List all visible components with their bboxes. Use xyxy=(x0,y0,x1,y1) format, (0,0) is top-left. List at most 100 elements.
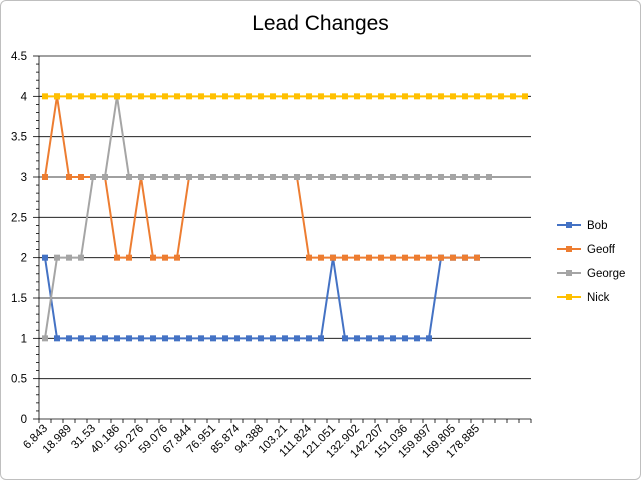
data-point-george xyxy=(354,174,360,180)
legend-item-bob: Bob xyxy=(557,220,607,232)
data-point-nick xyxy=(270,93,276,100)
data-point-nick xyxy=(246,93,252,100)
data-point-nick xyxy=(498,93,504,100)
data-point-bob xyxy=(126,335,132,342)
data-point-george xyxy=(222,174,228,180)
data-point-nick xyxy=(486,93,492,100)
data-point-nick xyxy=(378,93,384,100)
legend-swatch-marker xyxy=(566,246,572,252)
data-point-bob xyxy=(138,335,144,342)
data-point-bob xyxy=(186,335,192,342)
data-point-geoff xyxy=(438,254,444,261)
data-point-nick xyxy=(330,93,336,100)
y-tick-label: 1.5 xyxy=(11,293,27,305)
data-point-george xyxy=(126,174,132,180)
data-point-nick xyxy=(90,93,96,100)
data-point-george xyxy=(150,174,156,180)
data-point-bob xyxy=(318,335,324,342)
y-tick-label: 1 xyxy=(21,333,27,345)
data-point-nick xyxy=(342,93,348,100)
data-point-nick xyxy=(294,93,300,100)
data-point-geoff xyxy=(162,254,168,261)
data-point-geoff xyxy=(378,254,384,261)
data-point-george xyxy=(78,254,84,261)
data-point-nick xyxy=(438,93,444,100)
data-point-nick xyxy=(282,93,288,100)
data-point-george xyxy=(426,174,432,180)
data-point-bob xyxy=(174,335,180,342)
y-tick-label: 4.5 xyxy=(11,51,27,63)
data-point-bob xyxy=(246,335,252,342)
data-point-nick xyxy=(174,93,180,100)
data-point-nick xyxy=(234,93,240,100)
data-point-nick xyxy=(522,93,528,100)
data-point-nick xyxy=(210,93,216,100)
data-point-bob xyxy=(402,335,408,342)
data-point-geoff xyxy=(450,254,456,261)
data-point-nick xyxy=(138,93,144,100)
data-point-geoff xyxy=(174,254,180,261)
data-point-bob xyxy=(66,335,72,342)
data-point-george xyxy=(438,174,444,180)
data-point-geoff xyxy=(330,254,336,261)
y-tick-label: 2 xyxy=(21,253,27,265)
data-point-george xyxy=(486,174,492,180)
legend: Bob Geoff George Nick xyxy=(557,220,625,304)
y-tick-label: 2.5 xyxy=(11,212,27,224)
data-point-george xyxy=(294,174,300,180)
data-point-nick xyxy=(150,93,156,100)
data-point-bob xyxy=(198,335,204,342)
data-point-nick xyxy=(114,93,120,100)
data-point-george xyxy=(318,174,324,180)
data-point-geoff xyxy=(114,254,120,261)
data-point-george xyxy=(270,174,276,180)
data-point-george xyxy=(306,174,312,180)
data-point-nick xyxy=(354,93,360,100)
data-point-bob xyxy=(42,254,48,261)
x-axis-ticks: 6.84318.98931.5340.18650.27659.07667.844… xyxy=(21,422,482,460)
data-point-bob xyxy=(222,335,228,342)
data-point-bob xyxy=(366,335,372,342)
data-point-nick xyxy=(126,93,132,100)
data-point-geoff xyxy=(462,254,468,261)
data-point-bob xyxy=(210,335,216,342)
data-point-george xyxy=(90,174,96,180)
data-point-bob xyxy=(54,335,60,342)
data-point-geoff xyxy=(366,254,372,261)
data-point-geoff xyxy=(306,254,312,261)
data-point-nick xyxy=(78,93,84,100)
data-point-geoff xyxy=(126,254,132,261)
legend-swatch-marker xyxy=(566,270,572,276)
data-point-bob xyxy=(294,335,300,342)
data-point-bob xyxy=(282,335,288,342)
data-point-bob xyxy=(162,335,168,342)
data-point-nick xyxy=(510,93,516,100)
data-point-nick xyxy=(474,93,480,100)
data-point-bob xyxy=(270,335,276,342)
data-point-bob xyxy=(306,335,312,342)
y-tick-label: 3.5 xyxy=(11,132,27,144)
data-point-george xyxy=(234,174,240,180)
data-point-geoff xyxy=(150,254,156,261)
data-point-nick xyxy=(402,93,408,100)
data-point-bob xyxy=(78,335,84,342)
legend-label: Geoff xyxy=(587,244,616,256)
data-point-george xyxy=(462,174,468,180)
data-point-george xyxy=(282,174,288,180)
data-point-nick xyxy=(366,93,372,100)
data-point-nick xyxy=(54,93,60,100)
y-tick-label: 0.5 xyxy=(11,374,27,386)
data-point-george xyxy=(42,335,48,342)
data-point-bob xyxy=(258,335,264,342)
data-point-geoff xyxy=(78,174,84,180)
data-point-geoff xyxy=(402,254,408,261)
data-point-george xyxy=(330,174,336,180)
data-point-nick xyxy=(186,93,192,100)
data-point-geoff xyxy=(474,254,480,261)
data-point-george xyxy=(162,174,168,180)
data-point-bob xyxy=(102,335,108,342)
data-point-george xyxy=(198,174,204,180)
data-point-george xyxy=(186,174,192,180)
data-point-george xyxy=(390,174,396,180)
